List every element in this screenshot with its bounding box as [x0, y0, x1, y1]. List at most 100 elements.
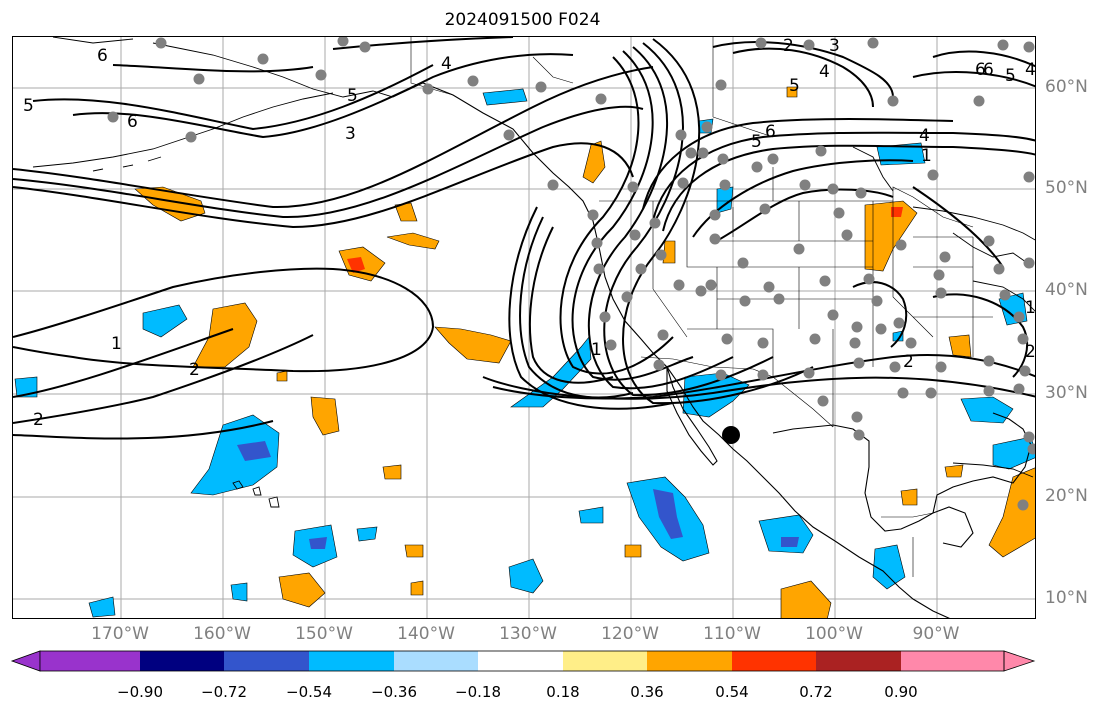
station-dot-icon: [851, 411, 863, 423]
colorbar-tick-label: 0.54: [715, 683, 749, 701]
station-dot-icon: [983, 385, 995, 397]
colorbar-swatch: [478, 651, 563, 671]
station-dot-icon: [815, 145, 827, 157]
station-dot-icon: [887, 95, 899, 107]
station-dot-icon: [673, 279, 685, 291]
anomaly-negative-light: [356, 526, 378, 542]
contour-label: 4: [919, 126, 930, 146]
contour-label: 4: [441, 54, 452, 74]
anomaly-positive: [948, 334, 972, 358]
longitude-label: 100°W: [805, 624, 863, 644]
colorbar-swatch: [309, 651, 394, 671]
station-dot-icon: [973, 95, 985, 107]
station-dot-icon: [675, 129, 687, 141]
anomaly-positive: [276, 370, 288, 382]
station-dot-icon: [422, 83, 434, 95]
station-dot-icon: [759, 203, 771, 215]
station-dot-icon: [803, 39, 815, 51]
contour-label: 6: [983, 60, 994, 80]
contour-label: 6: [975, 60, 986, 80]
station-dot-icon: [599, 311, 611, 323]
longitude-label: 110°W: [703, 624, 761, 644]
contour-label: 6: [97, 46, 108, 66]
contour-label: 5: [789, 76, 800, 96]
contour-label: 4: [819, 62, 830, 82]
station-dot-icon: [193, 73, 205, 85]
shaded-anomaly-layer: [14, 86, 1035, 618]
station-dot-icon: [709, 209, 721, 221]
station-dot-icon: [655, 249, 667, 261]
political-borders-layer: [410, 37, 993, 577]
longitude-label: 140°W: [397, 624, 455, 644]
contour-label: 3: [829, 37, 840, 56]
contour-label: 2: [33, 410, 44, 430]
coastline-layer: [32, 37, 1035, 618]
station-dot-icon: [809, 333, 821, 345]
station-dot-icon: [853, 357, 865, 369]
station-dot-icon: [757, 337, 769, 349]
colorbar-tick-label: −0.54: [286, 683, 332, 701]
anomaly-positive: [988, 467, 1035, 558]
colorbar-tick-label: −0.90: [117, 683, 163, 701]
anomaly-negative-mid: [237, 441, 271, 461]
colorbar-tick-label: −0.18: [455, 683, 501, 701]
anomaly-positive: [786, 86, 798, 98]
contour-label: 2: [189, 360, 200, 380]
longitude-label: 150°W: [295, 624, 353, 644]
anomaly-positive: [192, 302, 258, 368]
station-dot-icon: [587, 209, 599, 221]
station-dot-icon: [677, 177, 689, 189]
station-dot-icon: [695, 285, 707, 297]
station-dot-icon: [1013, 311, 1025, 323]
contour-label: 1: [111, 334, 122, 354]
contour-label: 5: [1005, 66, 1016, 86]
station-dot-icon: [595, 93, 607, 105]
station-dot-icon: [593, 263, 605, 275]
anomaly-negative-mid: [653, 489, 683, 539]
station-dot-icon: [1017, 333, 1029, 345]
station-dot-icon: [755, 37, 767, 49]
anomaly-negative-light: [190, 414, 280, 496]
station-dot-icon: [757, 369, 769, 381]
station-dot-icon: [257, 53, 269, 65]
station-dot-icon: [851, 321, 863, 333]
station-dot-icon: [591, 237, 603, 249]
contour-label: 4: [1025, 60, 1036, 80]
station-dot-icon: [853, 429, 865, 441]
station-dot-icon: [1023, 257, 1035, 269]
map-title: 2024091500 F024: [444, 10, 601, 30]
station-dot-icon: [685, 147, 697, 159]
station-dot-icon: [467, 75, 479, 87]
colorbar-tick-label: 0.90: [884, 683, 918, 701]
anomaly-negative-light: [872, 544, 906, 590]
station-dot-icon: [925, 387, 937, 399]
station-dot-icon: [315, 69, 327, 81]
station-dot-icon: [999, 289, 1011, 301]
station-dot-icon: [817, 395, 829, 407]
colorbar-tick-label: −0.36: [371, 683, 417, 701]
station-dot-icon: [983, 355, 995, 367]
station-dot-icon: [819, 275, 831, 287]
station-dot-icon: [715, 369, 727, 381]
latitude-label: 20°N: [1045, 486, 1088, 506]
station-dot-icon: [1017, 499, 1029, 511]
station-dot-icon: [827, 183, 839, 195]
station-dot-icon: [1023, 431, 1035, 443]
anomaly-positive: [310, 396, 340, 436]
contour-label: 5: [347, 86, 358, 106]
station-dot-icon: [1023, 171, 1035, 183]
colorbar-swatch: [224, 651, 309, 671]
latitude-label: 50°N: [1045, 178, 1088, 198]
anomaly-negative-light: [892, 330, 904, 342]
station-dot-icon: [773, 293, 785, 305]
station-dot-icon: [799, 179, 811, 191]
anomaly-negative-light: [960, 396, 1014, 424]
anomaly-negative-light: [88, 596, 116, 618]
anomaly-negative-mid: [781, 537, 799, 547]
colorbar-tick-label: 0.18: [546, 683, 580, 701]
longitude-label: 170°W: [91, 624, 149, 644]
contour-label: 1: [591, 340, 602, 360]
colorbar-swatch: [140, 651, 224, 671]
